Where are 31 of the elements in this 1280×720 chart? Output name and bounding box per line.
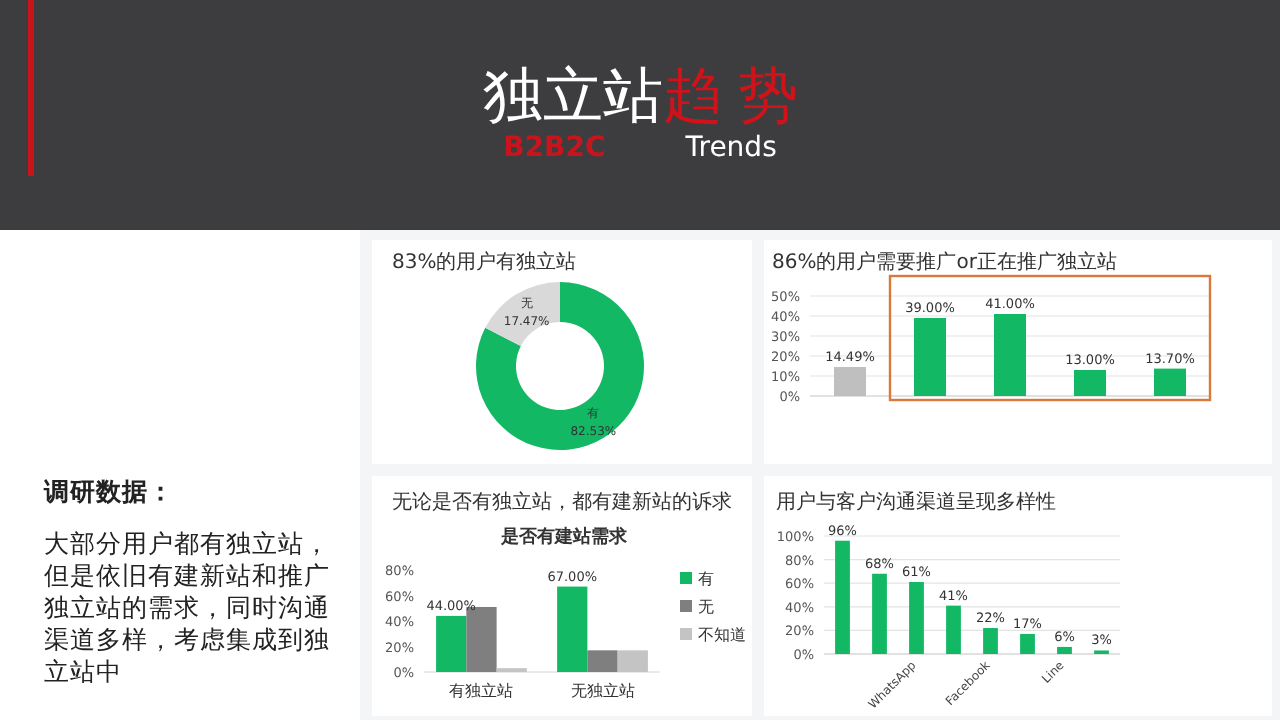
legend-label: 有 [698,570,714,588]
bar [835,540,850,654]
text: B2B2C Trends [503,132,777,164]
chart-title: 用户与客户沟通渠道呈现多样性 [776,490,1056,514]
text: 独立站趋 势 [482,64,798,130]
bar [557,586,588,672]
chart-title: 86%的用户需要推广or正在推广独立站 [772,250,1117,274]
bar [983,628,998,654]
bar [872,573,887,654]
bar [914,318,946,396]
legend-label: 不知道 [698,626,746,644]
donut-slice [485,282,560,346]
bar [834,367,866,396]
bar [1154,368,1186,396]
legend-label: 无 [698,598,714,616]
bar [1020,633,1035,654]
text: 调研数据： [42,476,174,506]
x-tick-label: 无独立站 [570,682,635,700]
chart-title: 83%的用户有独立站 [392,250,577,274]
bar [909,582,924,654]
x-tick-label: 有独立站 [449,682,514,700]
bar [1057,646,1072,654]
bar [436,615,467,672]
chart-title: 是否有建站需求 [499,526,629,548]
donut-slice [476,282,644,450]
bar [1074,370,1106,396]
text: 大部分用户都有独立站，但是依旧有建新站和推广独立站的需求，同时沟通渠道多样，考虑集成到独立站中 [44,528,330,686]
bar [994,314,1026,396]
bar [946,605,961,654]
bar [587,650,618,672]
chart-subtitle: 无论是否有独立站，都有建新站的诉求 [392,490,732,514]
